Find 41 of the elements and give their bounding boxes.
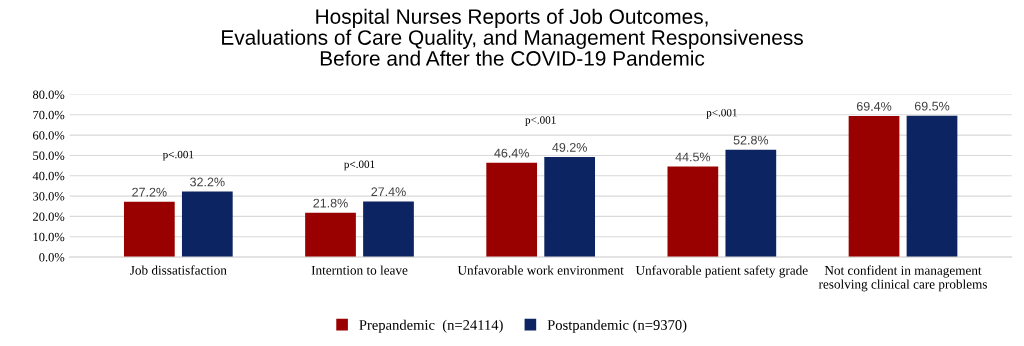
bar xyxy=(544,157,596,258)
x-tick-label: Not confident in management resolving clinical care problems xyxy=(818,265,987,292)
x-tick-label: Unfavorable work environment xyxy=(457,265,624,275)
y-tick-label: 80.0% xyxy=(32,90,65,99)
y-tick-label: 50.0% xyxy=(33,151,65,160)
text: 21.8% xyxy=(313,198,348,208)
y-tick-label: 60.0% xyxy=(33,131,65,140)
bar xyxy=(486,162,538,258)
bar xyxy=(363,201,414,258)
text: 69.4% xyxy=(856,101,892,111)
y-tick-label: 10.0% xyxy=(33,232,65,242)
legend-label: Prepandemic (n=24114) xyxy=(359,319,503,333)
bar xyxy=(725,149,777,258)
bar xyxy=(667,166,719,258)
y-tick-label: 30.0% xyxy=(33,192,65,201)
x-tick-label: Unfavorable patient safety grade xyxy=(635,265,808,278)
annotation: p<.001 xyxy=(525,116,556,126)
text: 44.5% xyxy=(675,152,711,162)
text: 27.2% xyxy=(132,187,167,197)
text: 52.8% xyxy=(733,135,769,145)
annotation: p<.001 xyxy=(706,108,737,119)
annotation: p<.001 xyxy=(162,150,194,161)
bar xyxy=(906,115,958,258)
text: 27.4% xyxy=(371,187,406,197)
bar xyxy=(848,116,900,258)
legend-label: Postpandemic (n=9370) xyxy=(547,319,687,333)
y-tick-label: 0.0% xyxy=(39,253,65,262)
y-tick-label: 40.0% xyxy=(32,171,65,181)
chart-title: Hospital Nurses Reports of Job Outcomes, Evaluations of Care Quality, and Management Responsiveness Before and After the COVID-19 Pandemic xyxy=(222,8,803,66)
y-tick-label: 20.0% xyxy=(33,212,65,221)
x-tick-label: Job dissatisfaction xyxy=(130,265,227,275)
x-tick-label: Interntion to leave xyxy=(311,265,408,275)
bar xyxy=(181,191,233,258)
annotation: p<.001 xyxy=(344,160,375,171)
text: 32.2% xyxy=(190,177,225,187)
y-tick-label: 70.0% xyxy=(33,110,65,120)
text: 46.4% xyxy=(494,148,529,158)
text: 69.5% xyxy=(914,101,950,111)
bar xyxy=(123,201,175,258)
bar xyxy=(305,212,356,258)
text: 49.2% xyxy=(552,142,587,152)
